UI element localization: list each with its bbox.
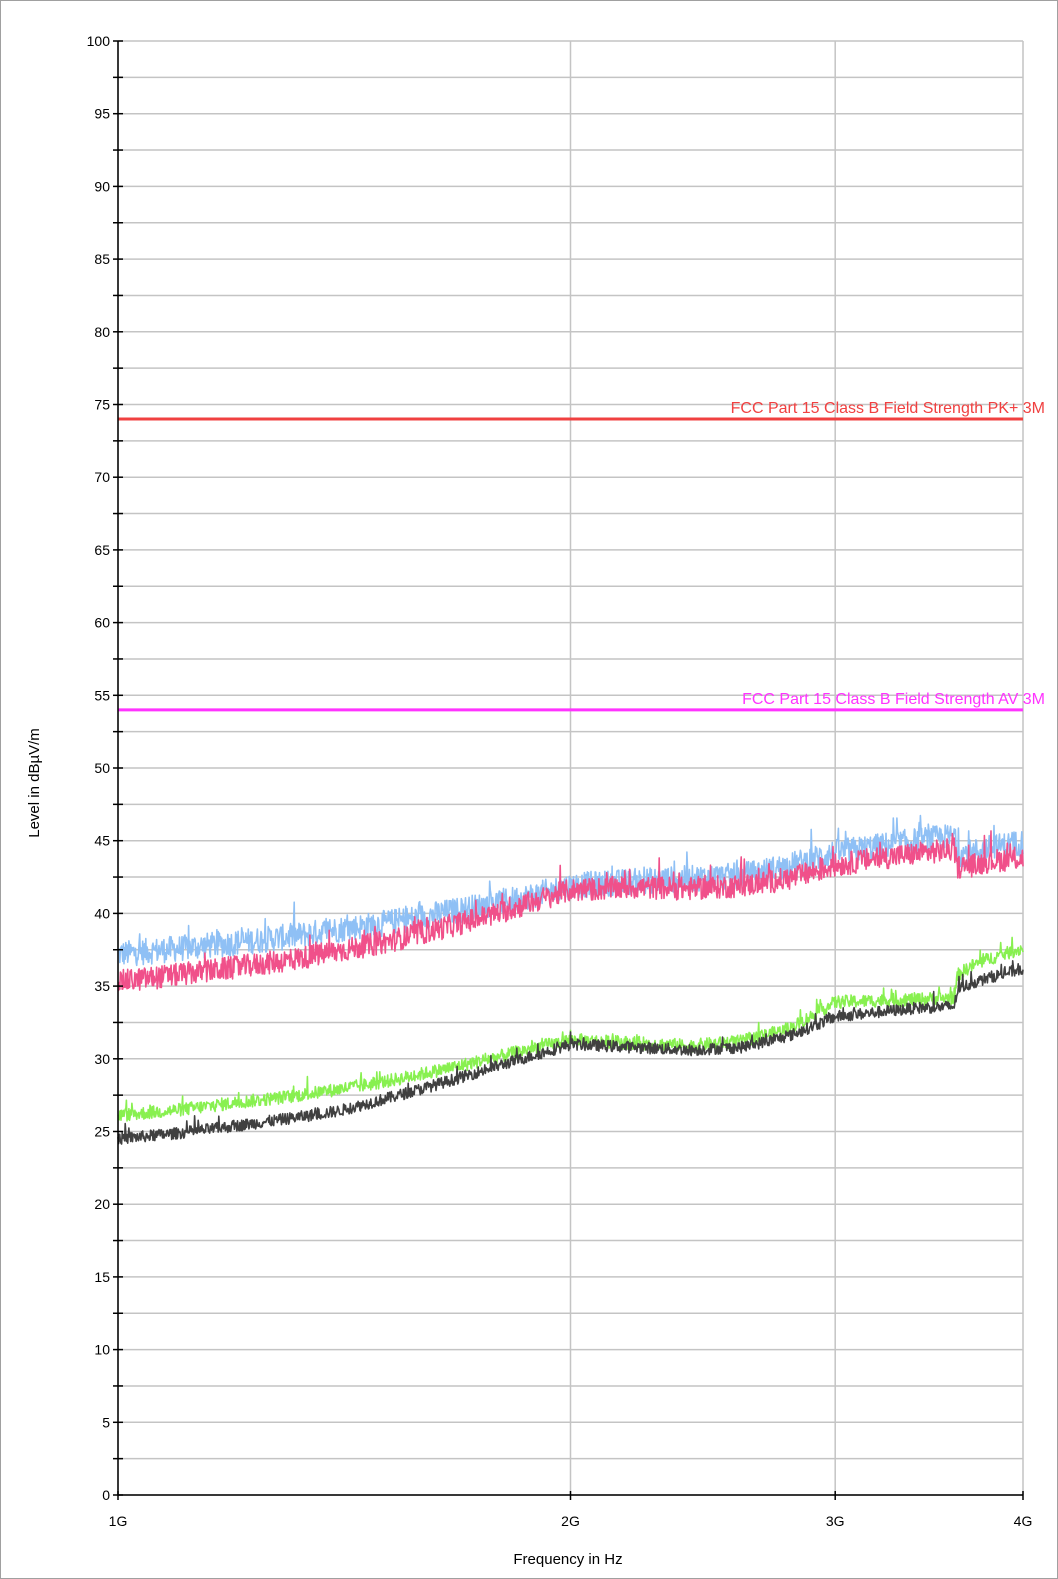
tick-labels: 0 5 10 15 20 25 30 35 40 45 50 55 60 65 70 75 80 85 90 95 10… xyxy=(87,33,1033,1529)
y-tick-label: 85 xyxy=(94,251,110,267)
x-tick-label: 1G xyxy=(109,1513,128,1529)
y-tick-label: 90 xyxy=(94,178,110,194)
y-axis-title: Level in dBµV/m xyxy=(26,728,43,838)
grid xyxy=(117,40,1024,1496)
y-tick-label: 25 xyxy=(94,1124,110,1140)
y-tick-label: 10 xyxy=(94,1342,110,1358)
limit-line-label: FCC Part 15 Class B Field Strength AV 3M xyxy=(742,691,1045,708)
axes xyxy=(113,40,1024,1500)
y-tick-label: 60 xyxy=(94,615,110,631)
y-tick-label: 5 xyxy=(102,1414,110,1430)
y-tick-label: 40 xyxy=(94,905,110,921)
y-tick-label: 0 xyxy=(102,1487,110,1503)
series-group xyxy=(117,814,1024,1145)
x-axis-title: Frequency in Hz xyxy=(513,1551,622,1568)
y-tick-label: 45 xyxy=(94,833,110,849)
limit-lines: FCC Part 15 Class B Field Strength PK+ 3… xyxy=(118,400,1045,712)
y-tick-label: 95 xyxy=(94,106,110,122)
y-tick-label: 65 xyxy=(94,542,110,558)
limit-line-label: FCC Part 15 Class B Field Strength PK+ 3… xyxy=(731,400,1045,417)
x-tick-label: 3G xyxy=(826,1513,845,1529)
series-trace-3 xyxy=(117,936,1024,1122)
y-tick-label: 15 xyxy=(94,1269,110,1285)
y-tick-label: 50 xyxy=(94,760,110,776)
series-trace-2 xyxy=(117,830,1024,992)
y-tick-label: 35 xyxy=(94,978,110,994)
y-tick-label: 30 xyxy=(94,1051,110,1067)
x-tick-label: 2G xyxy=(561,1513,580,1529)
series-trace-4 xyxy=(117,960,1024,1145)
y-tick-label: 80 xyxy=(94,324,110,340)
y-tick-label: 55 xyxy=(94,687,110,703)
y-tick-label: 75 xyxy=(94,397,110,413)
y-tick-label: 100 xyxy=(87,33,111,49)
x-tick-label: 4G xyxy=(1014,1513,1033,1529)
y-tick-label: 20 xyxy=(94,1196,110,1212)
y-tick-label: 70 xyxy=(94,469,110,485)
